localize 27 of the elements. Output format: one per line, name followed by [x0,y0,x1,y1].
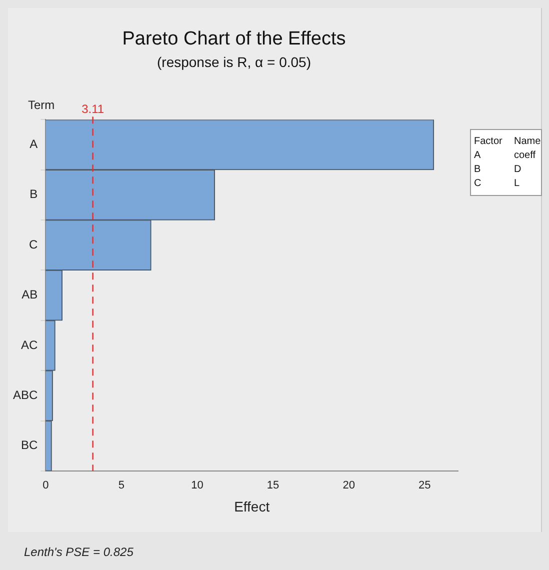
text: Name [514,136,542,147]
text: C [474,178,482,189]
y-tick-label: B [30,187,38,202]
y-tick-label: A [30,137,38,152]
y-tick-label: ABC [12,388,38,402]
chart-subtitle: (response is R, α = 0.05) [157,54,311,70]
text: Factor [474,136,504,147]
ref-line-label: 3.11 [82,102,104,116]
text: D [514,164,522,175]
y-tick-label: BC [21,438,38,452]
text: L [514,178,521,189]
y-tick-label: C [29,237,38,252]
text: A [474,150,482,161]
x-tick-label: 25 [418,480,431,492]
text: B [474,164,482,175]
x-axis-title: Effect [234,498,270,514]
y-tick-label: AC [21,338,38,352]
x-tick-label: 15 [266,480,280,492]
x-tick-label: 10 [191,480,204,492]
text: Lenth's PSE = 0.825 [24,545,134,559]
text: coeff [514,150,536,161]
x-tick-label: 20 [342,480,355,492]
chart-title: Pareto Chart of the Effects [122,28,346,50]
x-tick-label: 5 [118,480,125,492]
y-tick-label: AB [22,288,38,302]
y-axis-title: Term [28,98,55,112]
x-tick-label: 0 [42,480,49,492]
